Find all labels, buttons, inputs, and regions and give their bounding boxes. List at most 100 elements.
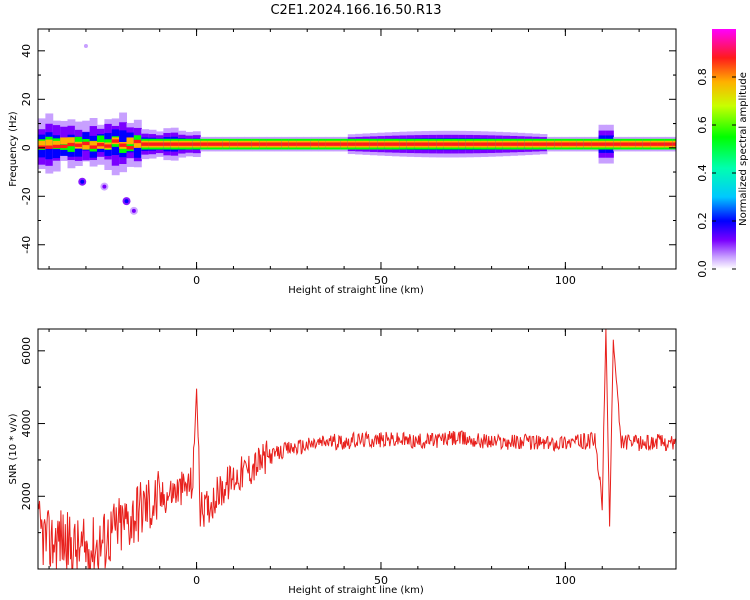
heatmap-cell	[60, 144, 69, 149]
heatmap-cell	[436, 142, 445, 146]
heatmap-cell	[89, 141, 98, 148]
heatmap-cell	[74, 143, 83, 147]
heatmap-blob-core	[131, 208, 136, 213]
heatmap-cell	[532, 142, 541, 146]
heatmap-blob-core	[102, 184, 107, 189]
heatmap-blob-core	[80, 179, 85, 184]
heatmap-cell	[170, 142, 179, 146]
snr-xtick-label: 0	[193, 574, 200, 587]
heatmap-cell	[60, 139, 69, 150]
spectrogram-ylabel: Frequency (Hz)	[8, 111, 19, 187]
heatmap-cell	[642, 142, 651, 146]
colorbar-gradient	[712, 29, 736, 269]
heatmap-cell	[517, 142, 526, 146]
heatmap-cell	[414, 142, 423, 146]
heatmap-cell	[156, 142, 164, 146]
heatmap-cell	[222, 142, 231, 146]
heatmap-cell	[591, 142, 600, 146]
heatmap-cell	[569, 142, 577, 146]
heatmap-cell	[89, 145, 98, 149]
colorbar-tick-label: 0.0	[696, 260, 709, 278]
heatmap-cell	[97, 135, 105, 147]
heatmap-cell	[406, 142, 415, 146]
heatmap-cell	[192, 142, 201, 146]
heatmap-cell	[52, 140, 61, 148]
colorbar-label: Normalized spectral amplitude	[738, 72, 749, 226]
heatmap-cell	[266, 142, 275, 146]
heatmap-cell	[82, 141, 91, 146]
colorbar: 0.0 0.2 0.4 0.6 0.8 Normalized spectral ampl…	[696, 29, 749, 278]
heatmap-cell	[664, 142, 673, 146]
heatmap-cell	[465, 142, 474, 146]
heatmap-cell	[244, 142, 253, 146]
heatmap-cell	[399, 142, 408, 146]
snr-xtick-label: 100	[555, 574, 576, 587]
snr-ticks: 0 50 100 2000 4000 6000	[20, 329, 677, 587]
spectrogram-panel: 0 50 100 -40 -20 0 20 40 Height of straight lin…	[8, 28, 677, 296]
snr-ytick-label: 4000	[20, 410, 33, 438]
heatmap-cell	[67, 141, 76, 152]
heatmap-cell	[524, 142, 533, 146]
heatmap-cell	[67, 142, 76, 147]
heatmap-cell	[178, 142, 187, 146]
heatmap-cell	[38, 145, 46, 149]
heatmap-cell	[347, 142, 356, 146]
heatmap-cell	[554, 142, 563, 146]
spectrogram-heatmap	[38, 41, 676, 215]
colorbar-tick-label: 0.2	[696, 212, 709, 230]
heatmap-cell	[369, 142, 378, 146]
heatmap-cell	[111, 139, 120, 143]
heatmap-cell	[45, 145, 54, 149]
heatmap-blob-core	[124, 199, 129, 204]
heatmap-cell	[97, 142, 105, 147]
heatmap-cell	[281, 142, 290, 146]
heatmap-cell	[104, 144, 113, 148]
heatmap-cell	[421, 142, 430, 146]
snr-ytick-label: 6000	[20, 337, 33, 365]
heatmap-cell	[133, 141, 142, 148]
heatmap-cell	[377, 142, 386, 146]
heatmap-cell	[303, 142, 312, 146]
heatmap-cell	[635, 142, 644, 146]
heatmap-cell	[288, 142, 297, 146]
heatmap-cell	[185, 142, 194, 146]
colorbar-tick-label: 0.6	[696, 116, 709, 134]
heatmap-cell	[126, 137, 135, 145]
colorbar-tick-label: 0.4	[696, 164, 709, 182]
heatmap-cell	[325, 142, 334, 146]
heatmap-cell	[495, 142, 504, 146]
snr-panel: 0 50 100 2000 4000 6000 Height of straight li…	[8, 328, 677, 596]
heatmap-cell	[141, 142, 150, 146]
heatmap-cell	[620, 142, 629, 146]
spectrogram-ytick-label: -40	[20, 236, 33, 254]
heatmap-cell	[60, 137, 69, 145]
heatmap-cell	[296, 142, 305, 146]
spectrogram-ytick-label: -20	[20, 187, 33, 205]
spectrogram-xtick-label: 100	[555, 274, 576, 287]
figure-title: C2E1.2024.166.16.50.R13	[270, 3, 441, 18]
heatmap-cell	[561, 142, 570, 146]
colorbar-tick-label: 0.8	[696, 68, 709, 86]
heatmap-cell	[126, 146, 135, 150]
heatmap-cell	[340, 142, 349, 146]
heatmap-cell	[598, 142, 607, 146]
heatmap-cell	[392, 142, 400, 146]
heatmap-cell	[480, 142, 489, 146]
heatmap-cell	[657, 142, 666, 146]
heatmap-cell	[576, 142, 585, 146]
heatmap-cell	[613, 142, 622, 146]
heatmap-cell	[126, 140, 135, 152]
heatmap-cell	[229, 142, 238, 146]
heatmap-cell	[583, 142, 592, 146]
snr-series-line	[38, 329, 676, 569]
heatmap-cell	[119, 143, 128, 147]
heatmap-cell	[318, 142, 327, 146]
heatmap-cell	[38, 140, 46, 148]
heatmap-cell	[502, 142, 511, 146]
heatmap-cell	[82, 142, 91, 150]
heatmap-cell	[355, 142, 364, 146]
heatmap-cell	[148, 142, 157, 146]
heatmap-cell	[672, 142, 676, 146]
snr-xtick-label: 50	[374, 574, 388, 587]
